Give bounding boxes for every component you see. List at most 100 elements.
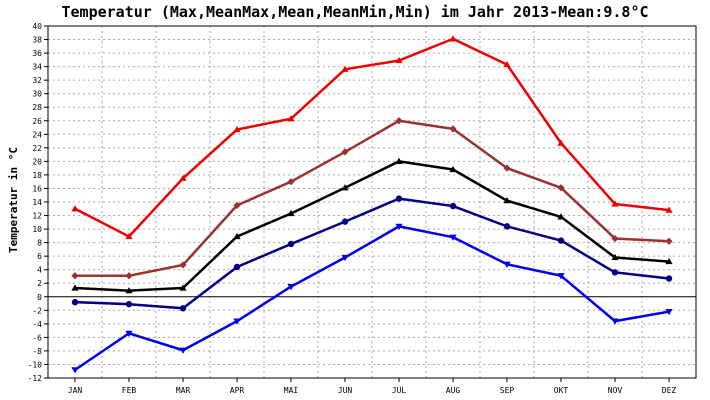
x-tick-label: DEZ — [662, 386, 677, 395]
x-tick-label: JUL — [392, 386, 407, 395]
axes: -12-10-8-6-4-202468101214161820222426283… — [28, 22, 697, 395]
y-tick-label: -4 — [32, 320, 42, 329]
data-point — [611, 200, 619, 207]
data-point — [665, 206, 673, 213]
data-point — [287, 284, 295, 291]
series-lines — [71, 35, 673, 374]
x-tick-label: OKT — [554, 386, 569, 395]
data-point — [287, 240, 295, 248]
data-point — [395, 223, 403, 230]
data-point — [395, 56, 403, 64]
y-axis-label: Temperatur in °C — [7, 147, 20, 253]
data-point — [611, 318, 619, 325]
y-tick-label: 36 — [32, 49, 42, 58]
data-point — [341, 254, 349, 262]
y-tick-label: -10 — [28, 360, 43, 369]
y-tick-label: 38 — [32, 36, 42, 45]
data-point — [557, 184, 565, 192]
x-tick-label: JUN — [338, 386, 353, 395]
chart-title: Temperatur (Max,MeanMax,Mean,MeanMin,Min… — [61, 3, 649, 21]
data-point — [233, 201, 241, 209]
y-tick-label: 4 — [37, 266, 42, 275]
data-point — [449, 202, 457, 210]
data-point — [179, 305, 187, 312]
series-line-4 — [74, 197, 670, 310]
data-point — [71, 284, 79, 291]
data-point — [611, 234, 619, 243]
y-tick-label: -6 — [32, 333, 42, 342]
data-point — [611, 269, 619, 276]
y-tick-label: -8 — [32, 347, 42, 356]
y-tick-label: 0 — [37, 293, 42, 302]
data-point — [71, 205, 79, 212]
data-point — [503, 197, 511, 204]
x-tick-label: JAN — [68, 386, 83, 395]
data-point — [341, 148, 349, 156]
data-point — [503, 164, 511, 172]
data-point — [557, 273, 565, 280]
plot-frame — [47, 25, 697, 379]
data-point — [503, 261, 511, 268]
data-point — [179, 284, 187, 291]
y-tick-label: 30 — [32, 90, 42, 99]
y-tick-label: 8 — [37, 239, 42, 248]
y-tick-label: 22 — [32, 144, 42, 153]
data-point — [557, 237, 565, 244]
data-point — [395, 117, 403, 125]
data-point — [665, 309, 673, 316]
y-tick-label: 20 — [32, 157, 42, 166]
data-point — [233, 263, 241, 271]
series-line-2 — [75, 119, 670, 278]
data-point — [233, 125, 241, 133]
data-point — [449, 35, 457, 42]
data-point — [125, 330, 133, 337]
data-point — [395, 195, 403, 202]
x-tick-label: MAI — [284, 386, 299, 395]
data-point — [179, 347, 187, 354]
data-point — [233, 318, 241, 325]
series-line-1 — [74, 37, 670, 238]
y-tick-label: 28 — [32, 103, 42, 112]
data-point — [287, 115, 295, 122]
data-point — [665, 275, 673, 282]
x-tick-label: SEP — [500, 386, 515, 395]
y-tick-label: 6 — [37, 252, 42, 261]
y-tick-label: 14 — [32, 198, 42, 207]
data-point — [503, 223, 511, 230]
data-point — [341, 184, 349, 191]
y-tick-label: 40 — [32, 22, 42, 31]
series-line-5 — [74, 225, 670, 371]
series-line-3 — [74, 160, 670, 292]
data-point — [449, 234, 457, 241]
x-tick-label: FEB — [122, 386, 137, 395]
data-point — [287, 209, 295, 217]
data-point — [287, 178, 295, 186]
data-point — [341, 65, 349, 72]
data-point — [71, 298, 79, 306]
data-point — [233, 232, 241, 240]
data-point — [125, 301, 133, 308]
x-tick-label: AUG — [446, 386, 461, 395]
y-tick-label: 18 — [32, 171, 42, 180]
data-point — [503, 60, 511, 68]
y-tick-label: 26 — [32, 117, 42, 126]
y-tick-label: 2 — [37, 279, 42, 288]
data-point — [179, 261, 187, 269]
y-tick-label: -2 — [32, 306, 42, 315]
y-tick-label: -12 — [28, 374, 43, 383]
data-point — [665, 257, 673, 265]
data-point — [179, 174, 187, 181]
x-tick-label: NOV — [608, 386, 623, 395]
y-tick-label: 34 — [32, 63, 42, 72]
grid-lines — [48, 25, 696, 379]
y-tick-label: 10 — [32, 225, 42, 234]
x-tick-label: MAR — [176, 386, 191, 395]
data-point — [71, 272, 79, 280]
data-point — [557, 139, 565, 146]
x-tick-label: APR — [230, 386, 245, 395]
data-point — [611, 253, 619, 261]
data-point — [665, 237, 673, 245]
data-point — [341, 218, 349, 225]
data-point — [449, 125, 457, 133]
